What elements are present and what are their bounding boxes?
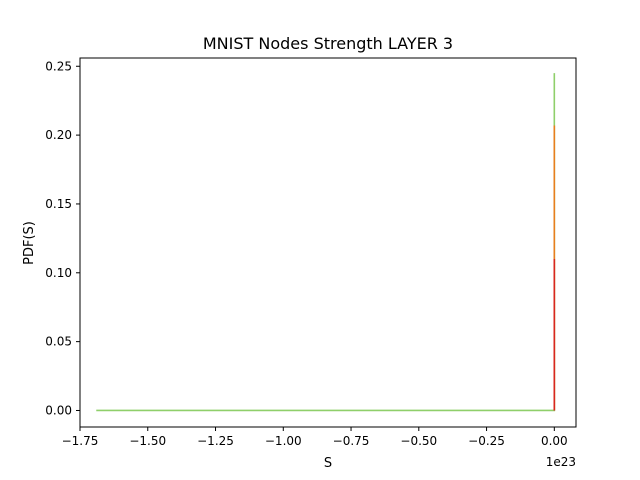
y-tick-label: 0.15: [45, 197, 72, 211]
y-tick-label: 0.05: [45, 335, 72, 349]
y-axis-ticks: 0.00 0.05 0.10 0.15 0.20 0.25: [45, 59, 80, 417]
y-tick-label: 0.20: [45, 128, 72, 142]
x-axis-label: S: [324, 456, 332, 471]
x-tick-label: 0.00: [541, 434, 568, 448]
x-tick-label: −1.50: [129, 434, 166, 448]
y-axis-label: PDF(S): [22, 221, 37, 265]
plot-frame: [79, 57, 577, 428]
x-axis-ticks: −1.75 −1.50 −1.25 −1.00 −0.75 −0.50 −0.25 0.00: [62, 427, 568, 448]
x-tick-label: −1.25: [197, 434, 234, 448]
y-tick-label: 0.00: [45, 403, 72, 417]
x-tick-label: −0.75: [333, 434, 370, 448]
y-tick-label: 0.10: [45, 266, 72, 280]
plot-area: [79, 57, 577, 428]
y-tick-label: 0.25: [45, 59, 72, 73]
x-tick-label: −0.50: [400, 434, 437, 448]
x-tick-label: −0.25: [468, 434, 505, 448]
series-line-1: [96, 73, 556, 412]
x-axis-offset-label: 1e23: [546, 455, 576, 469]
x-tick-label: −1.75: [62, 434, 99, 448]
chart-title: MNIST Nodes Strength LAYER 3: [203, 34, 453, 53]
series-layer: [96, 73, 556, 412]
x-tick-label: −1.00: [265, 434, 302, 448]
